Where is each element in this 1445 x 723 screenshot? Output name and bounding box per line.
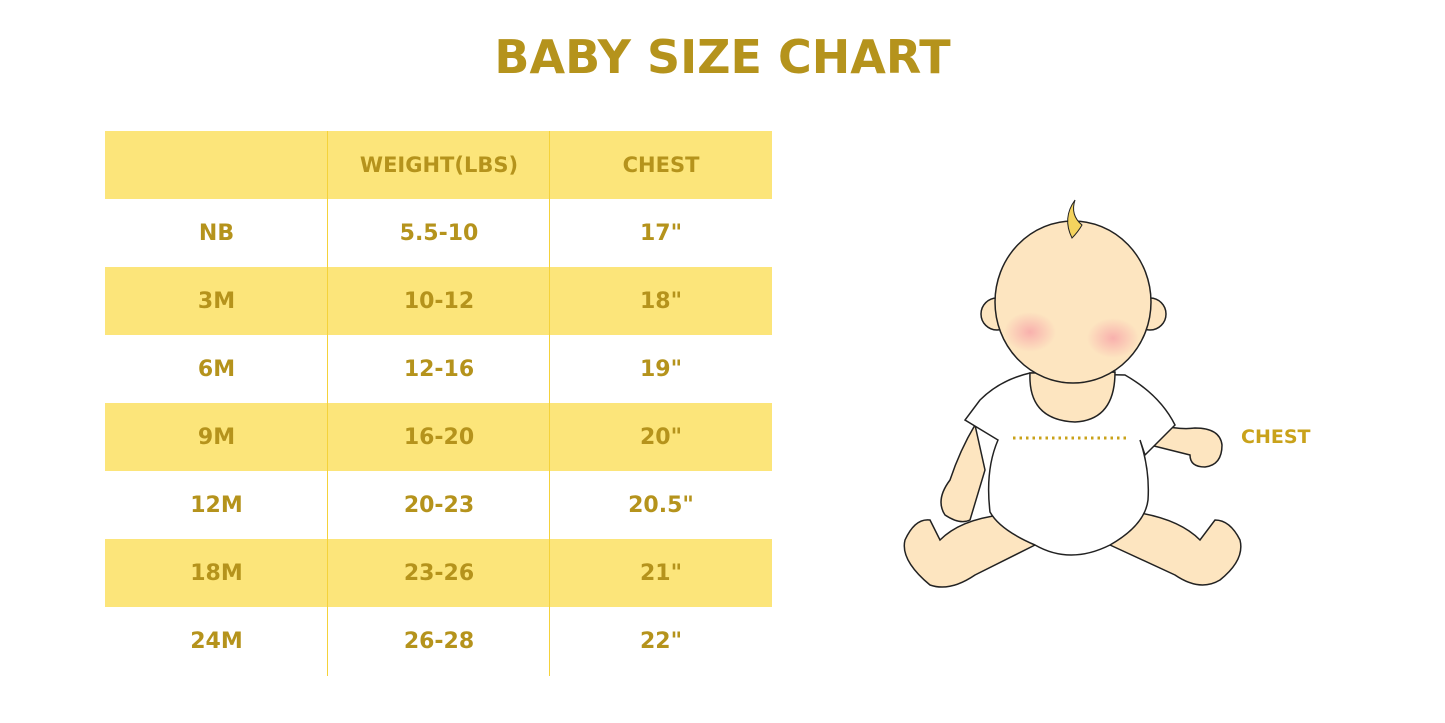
table-row: NB 5.5-10 17"	[105, 199, 772, 267]
size-cell: 24M	[190, 628, 243, 654]
header-cell: WEIGHT(LBS)	[359, 153, 519, 177]
size-table: WEIGHT(LBS) CHEST NB 5.5-10 17" 3M 10-12 18" 6…	[105, 131, 772, 675]
chest-cell: 17"	[639, 220, 683, 246]
weight-cell: 5.5-10	[399, 220, 479, 246]
header-cell: CHEST	[622, 153, 700, 177]
table-row: 24M 26-28 22"	[105, 607, 772, 675]
weight-cell: 26-28	[403, 628, 475, 654]
table-row: 18M 23-26 21"	[105, 539, 772, 607]
weight-cell: 20-23	[403, 492, 475, 518]
weight-cell: 12-16	[403, 356, 475, 382]
chest-cell: 20.5"	[628, 492, 694, 518]
chest-cell: 21"	[639, 560, 683, 586]
size-cell: NB	[198, 220, 235, 246]
weight-cell: 23-26	[403, 560, 475, 586]
table-row: 12M 20-23 20.5"	[105, 471, 772, 539]
table-row: 3M 10-12 18"	[105, 267, 772, 335]
column-divider	[327, 131, 328, 676]
page-title: BABY SIZE CHART	[494, 30, 951, 84]
size-cell: 9M	[197, 424, 236, 450]
table-header: WEIGHT(LBS) CHEST	[105, 131, 772, 199]
chest-label: CHEST	[1241, 426, 1311, 448]
size-cell: 18M	[190, 560, 243, 586]
weight-cell: 16-20	[403, 424, 475, 450]
size-cell: 6M	[197, 356, 236, 382]
chest-cell: 20"	[639, 424, 683, 450]
column-divider	[549, 131, 550, 676]
size-cell: 3M	[197, 288, 236, 314]
table-row: 6M 12-16 19"	[105, 335, 772, 403]
chest-cell: 22"	[639, 628, 683, 654]
table-row: 9M 16-20 20"	[105, 403, 772, 471]
size-cell: 12M	[190, 492, 243, 518]
chest-cell: 18"	[639, 288, 683, 314]
chest-cell: 19"	[639, 356, 683, 382]
weight-cell: 10-12	[403, 288, 475, 314]
